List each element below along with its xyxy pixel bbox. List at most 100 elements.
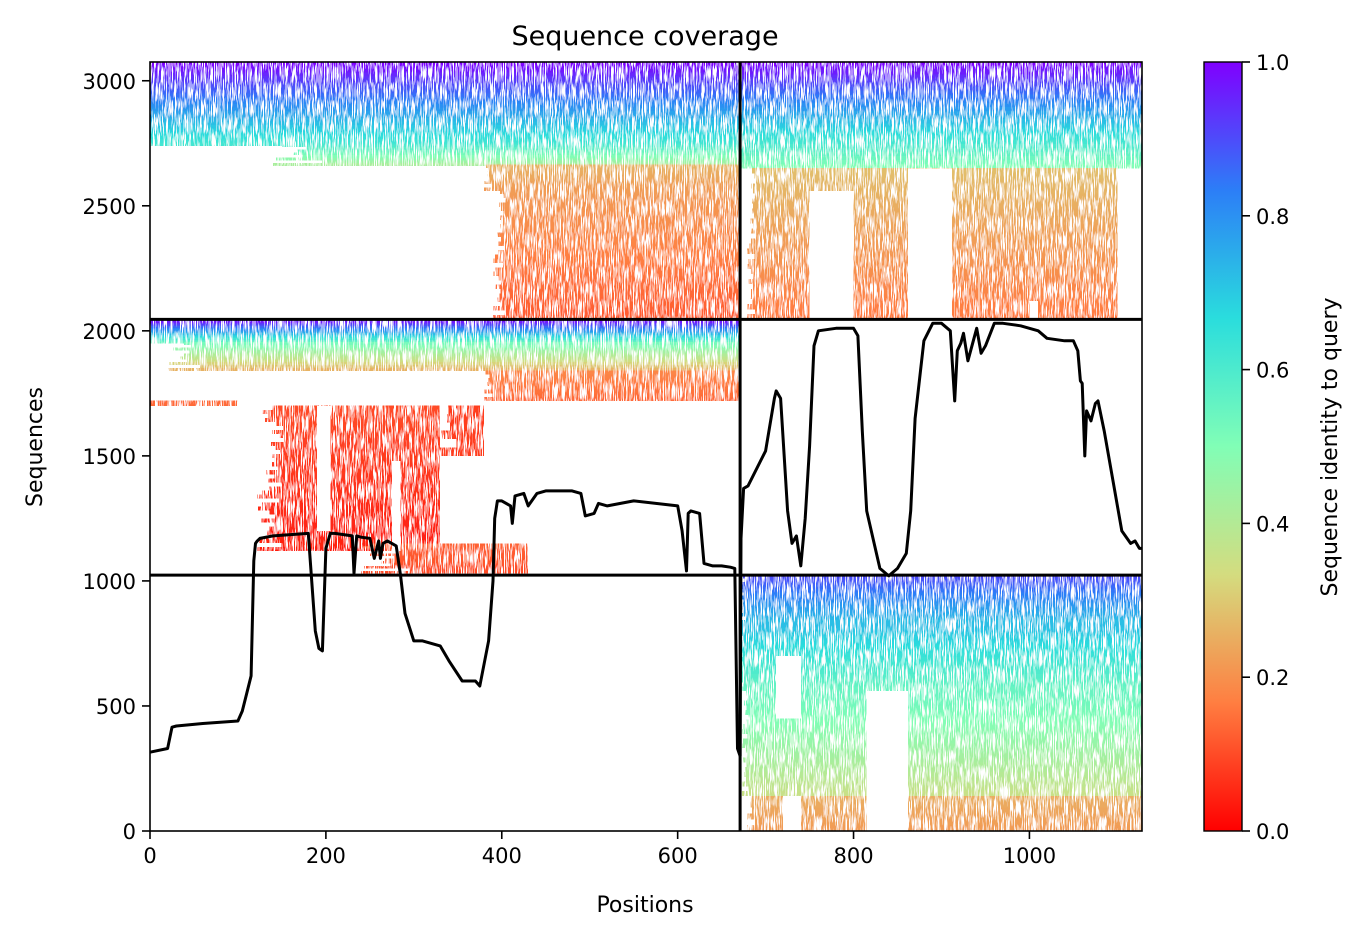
heatmap-row [743, 738, 1142, 744]
heatmap-row [740, 98, 1142, 103]
heatmap-row [271, 462, 441, 467]
heatmap-row [150, 117, 741, 122]
heatmap-row [257, 546, 441, 551]
plot-frame [149, 61, 1143, 832]
heatmap-row [380, 560, 529, 564]
x-axis-ticks: 0 200 400 600 800 1000 [143, 831, 1056, 868]
heatmap-row [740, 159, 1142, 165]
heatmap-row [740, 585, 1142, 589]
heatmap-row [741, 791, 1142, 796]
heatmap-row [740, 686, 1142, 691]
heatmap-row [487, 381, 741, 386]
heatmap-row [292, 152, 741, 156]
heatmap-row [283, 437, 441, 443]
heatmap-row [740, 82, 1142, 87]
heatmap-row [504, 245, 741, 251]
heatmap-row [740, 102, 1142, 107]
y-axis-label: Sequences [23, 387, 48, 507]
heatmap-row [740, 70, 1142, 75]
heatmap-row [741, 669, 1142, 675]
heatmap-row [279, 433, 441, 439]
heatmap-row [740, 164, 1142, 169]
heatmap-row [744, 700, 1142, 706]
heatmap-row [488, 167, 741, 172]
colorbar-tick-label: 1.0 [1256, 51, 1289, 75]
heatmap-row [150, 128, 741, 132]
heatmap-row [150, 326, 741, 328]
heatmap-row [150, 331, 741, 334]
y-tick-label: 1000 [83, 570, 136, 594]
heatmap-row [745, 776, 1142, 782]
heatmap-row [150, 96, 741, 101]
x-tick-label: 600 [658, 844, 698, 868]
x-tick-label: 0 [143, 844, 156, 868]
heatmap-row [740, 123, 1142, 128]
heatmap-row [741, 581, 1142, 586]
heatmap-row [495, 267, 741, 272]
heatmap-row [747, 733, 1142, 739]
heatmap-row [269, 526, 441, 531]
heatmap-row [497, 297, 741, 303]
heatmap-gap [783, 795, 801, 831]
heatmap-row [440, 447, 485, 456]
heatmap-row [740, 619, 1142, 624]
y-axis-ticks: 0 500 1000 1500 2000 2500 3000 [83, 70, 150, 844]
heatmap-row [744, 578, 1142, 583]
heatmap-row [740, 151, 1142, 157]
y-tick-label: 2000 [83, 320, 136, 344]
heatmap-row [744, 771, 1142, 777]
y-tick-label: 500 [96, 695, 136, 719]
heatmap-row [409, 568, 529, 571]
heatmap-row [745, 767, 1142, 773]
heatmap-row [456, 439, 485, 448]
heatmap-row [485, 164, 741, 168]
heatmap-row [489, 374, 741, 379]
heatmap-row [448, 405, 485, 415]
heatmap-row [502, 228, 741, 233]
heatmap-row [740, 62, 1142, 67]
x-tick-label: 800 [833, 844, 873, 868]
heatmap-row [150, 135, 741, 139]
heatmap-row [362, 545, 529, 549]
heatmap-row [384, 558, 529, 561]
heatmap-row [396, 550, 529, 554]
heatmap-row [740, 74, 1142, 79]
heatmap-row [150, 138, 741, 143]
heatmap-row [262, 502, 441, 507]
heatmap-row [499, 301, 741, 307]
heatmap-row [495, 254, 741, 259]
heatmap-row [498, 249, 741, 255]
heatmap-row [274, 446, 441, 451]
heatmap-row [493, 306, 741, 311]
heatmap-row [748, 786, 1142, 792]
heatmap-row [150, 400, 238, 406]
heatmap-row [150, 332, 741, 335]
heatmap-row [283, 425, 441, 431]
heatmap-row [486, 174, 741, 178]
heatmap-row [740, 106, 1142, 112]
heatmap-row [493, 271, 741, 277]
heatmap-row [261, 518, 441, 523]
heatmap-row [742, 743, 1142, 749]
heatmap-row [273, 163, 741, 166]
heatmap-row [496, 232, 741, 238]
colorbar-label: Sequence identity to query [1318, 297, 1343, 596]
heatmap-row [740, 127, 1142, 132]
heatmap-row [150, 327, 741, 330]
heatmap-row [742, 652, 1142, 658]
heatmap-row [740, 143, 1142, 148]
heatmap-row [740, 115, 1142, 120]
heatmap-row [741, 648, 1142, 653]
heatmap-row [743, 599, 1142, 603]
heatmap-row [740, 147, 1142, 152]
heatmap-row [747, 825, 1142, 831]
heatmap-row [150, 89, 741, 94]
heatmap-row [742, 781, 1142, 787]
heatmap-row [751, 795, 1142, 802]
heatmap-row [272, 405, 441, 410]
heatmap-row [493, 258, 741, 264]
heatmap-row [746, 752, 1142, 758]
heatmap-row [740, 612, 1142, 617]
heatmap-row [274, 514, 441, 519]
heatmap-row [269, 510, 441, 515]
